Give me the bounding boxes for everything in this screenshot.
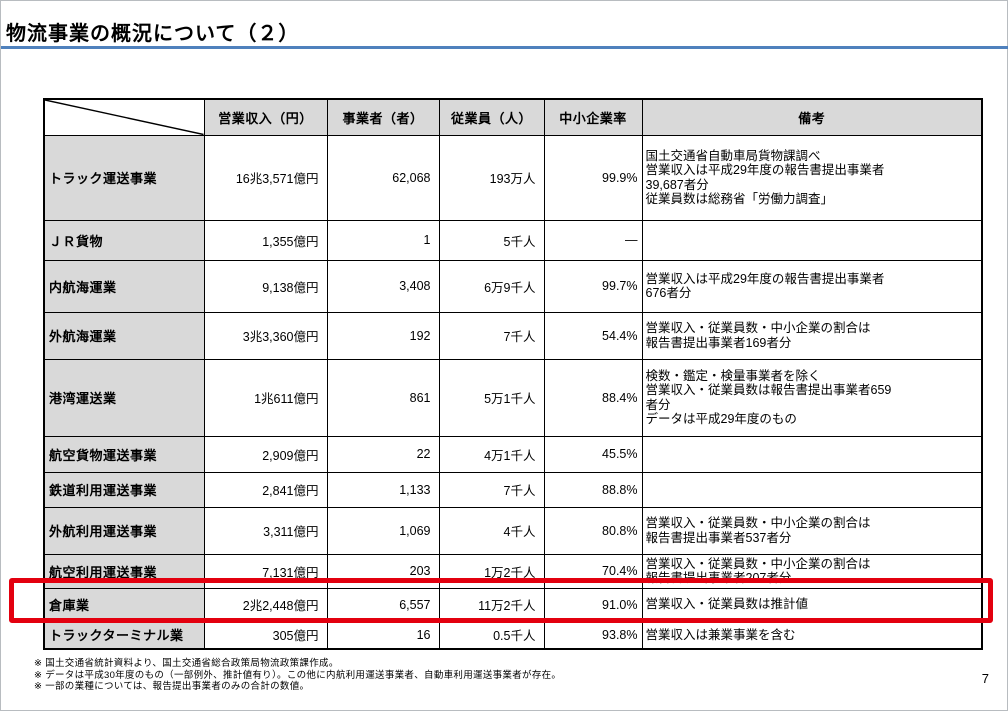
header-employees: 従業員（人） <box>438 98 545 136</box>
cell-remarks <box>641 435 983 473</box>
cell-business-name: 航空貨物運送事業 <box>43 435 205 473</box>
cell-sme-rate: 80.8% <box>543 506 643 555</box>
header-sme-rate: 中小企業率 <box>543 98 643 136</box>
table-row: 内航海運業 9,138億円 3,408 6万9千人 99.7% 営業収入は平成29年度の報… <box>43 259 983 313</box>
cell-business-name: 港湾運送業 <box>43 358 205 437</box>
cell-remarks: 営業収入は平成29年度の報告書提出事業者 676者分 <box>641 259 983 313</box>
cell-revenue: 1,355億円 <box>203 219 328 261</box>
table-row: 外航海運業 3兆3,360億円 192 7千人 54.4% 営業収入・従業員数・中小企業の… <box>43 311 983 360</box>
table-row-highlighted: 倉庫業 2兆2,448億円 6,557 11万2千人 91.0% 営業収入・従業員数は推計… <box>43 587 983 622</box>
cell-employees: 193万人 <box>438 134 545 221</box>
cell-revenue: 305億円 <box>203 620 328 650</box>
cell-remarks <box>641 219 983 261</box>
table-row: 外航利用運送事業 3,311億円 1,069 4千人 80.8% 営業収入・従業員数・中小… <box>43 506 983 555</box>
corner-cell <box>43 98 205 136</box>
table-row: 航空貨物運送事業 2,909億円 22 4万1千人 45.5% <box>43 435 983 473</box>
cell-operators: 861 <box>326 358 440 437</box>
cell-sme-rate: 88.8% <box>543 471 643 508</box>
table-row: ＪＲ貨物 1,355億円 1 5千人 — <box>43 219 983 261</box>
header-operators: 事業者（者） <box>326 98 440 136</box>
header-revenue: 営業収入（円） <box>203 98 328 136</box>
cell-revenue: 3,311億円 <box>203 506 328 555</box>
cell-remarks: 営業収入・従業員数は推計値 <box>641 587 983 622</box>
cell-business-name: トラック運送事業 <box>43 134 205 221</box>
cell-sme-rate: 99.7% <box>543 259 643 313</box>
cell-operators: 3,408 <box>326 259 440 313</box>
cell-revenue: 7,131億円 <box>203 553 328 589</box>
cell-business-name: トラックターミナル業 <box>43 620 205 650</box>
cell-operators: 22 <box>326 435 440 473</box>
footnote-3: ※ 一部の業種については、報告提出事業者のみの合計の数値。 <box>34 681 310 692</box>
cell-remarks <box>641 471 983 508</box>
cell-business-name: ＪＲ貨物 <box>43 219 205 261</box>
cell-sme-rate: 54.4% <box>543 311 643 360</box>
cell-business-name: 内航海運業 <box>43 259 205 313</box>
cell-revenue: 1兆611億円 <box>203 358 328 437</box>
cell-business-name: 航空利用運送事業 <box>43 553 205 589</box>
cell-employees: 6万9千人 <box>438 259 545 313</box>
cell-employees: 5千人 <box>438 219 545 261</box>
cell-revenue: 16兆3,571億円 <box>203 134 328 221</box>
cell-revenue: 2兆2,448億円 <box>203 587 328 622</box>
cell-employees: 5万1千人 <box>438 358 545 437</box>
table-row: 港湾運送業 1兆611億円 861 5万1千人 88.4% 検数・鑑定・検量事業者を除く … <box>43 358 983 437</box>
cell-operators: 16 <box>326 620 440 650</box>
cell-revenue: 2,841億円 <box>203 471 328 508</box>
cell-remarks: 営業収入は兼業事業を含む <box>641 620 983 650</box>
cell-employees: 11万2千人 <box>438 587 545 622</box>
cell-sme-rate: 88.4% <box>543 358 643 437</box>
cell-sme-rate: 91.0% <box>543 587 643 622</box>
cell-sme-rate: 99.9% <box>543 134 643 221</box>
cell-revenue: 2,909億円 <box>203 435 328 473</box>
page-number: 7 <box>981 671 989 686</box>
cell-operators: 6,557 <box>326 587 440 622</box>
diagonal-line-icon <box>45 100 203 134</box>
cell-operators: 62,068 <box>326 134 440 221</box>
table-row: トラック運送事業 16兆3,571億円 62,068 193万人 99.9% 国土交通省自… <box>43 134 983 221</box>
cell-remarks: 検数・鑑定・検量事業者を除く 営業収入・従業員数は報告書提出事業者659 者分 … <box>641 358 983 437</box>
cell-employees: 0.5千人 <box>438 620 545 650</box>
cell-operators: 1,069 <box>326 506 440 555</box>
cell-employees: 7千人 <box>438 311 545 360</box>
header-row: 営業収入（円） 事業者（者） 従業員（人） 中小企業率 備考 <box>43 98 983 136</box>
cell-sme-rate: 93.8% <box>543 620 643 650</box>
cell-remarks: 営業収入・従業員数・中小企業の割合は 報告書提出事業者169者分 <box>641 311 983 360</box>
cell-remarks: 営業収入・従業員数・中小企業の割合は 報告書提出事業者207者分 <box>641 553 983 589</box>
title-accent-rule <box>1 46 1008 49</box>
footnote-1: ※ 国土交通省統計資料より、国土交通省総合政策局物流政策課作成。 <box>34 658 339 669</box>
cell-business-name: 外航海運業 <box>43 311 205 360</box>
cell-revenue: 3兆3,360億円 <box>203 311 328 360</box>
cell-sme-rate: — <box>543 219 643 261</box>
header-remarks: 備考 <box>641 98 983 136</box>
table-row: 鉄道利用運送事業 2,841億円 1,133 7千人 88.8% <box>43 471 983 508</box>
footnotes: ※ 国土交通省統計資料より、国土交通省総合政策局物流政策課作成。 ※ データは平… <box>34 658 561 693</box>
cell-revenue: 9,138億円 <box>203 259 328 313</box>
cell-business-name: 外航利用運送事業 <box>43 506 205 555</box>
cell-sme-rate: 70.4% <box>543 553 643 589</box>
cell-operators: 1 <box>326 219 440 261</box>
cell-employees: 7千人 <box>438 471 545 508</box>
cell-employees: 4千人 <box>438 506 545 555</box>
cell-employees: 4万1千人 <box>438 435 545 473</box>
cell-operators: 192 <box>326 311 440 360</box>
table-row: トラックターミナル業 305億円 16 0.5千人 93.8% 営業収入は兼業事業を含む <box>43 620 983 650</box>
cell-remarks: 国土交通省自動車局貨物課調べ 営業収入は平成29年度の報告書提出事業者 39,6… <box>641 134 983 221</box>
cell-business-name: 倉庫業 <box>43 587 205 622</box>
cell-sme-rate: 45.5% <box>543 435 643 473</box>
cell-business-name: 鉄道利用運送事業 <box>43 471 205 508</box>
cell-operators: 1,133 <box>326 471 440 508</box>
cell-remarks: 営業収入・従業員数・中小企業の割合は 報告書提出事業者537者分 <box>641 506 983 555</box>
cell-employees: 1万2千人 <box>438 553 545 589</box>
page-title: 物流事業の概況について（２） <box>6 23 300 45</box>
footnote-2: ※ データは平成30年度のもの（一部例外、推計値有り）。この他に内航利用運送事業… <box>34 669 562 681</box>
logistics-overview-table: 営業収入（円） 事業者（者） 従業員（人） 中小企業率 備考 トラック運送事業 1… <box>43 98 983 650</box>
cell-operators: 203 <box>326 553 440 589</box>
table-row: 航空利用運送事業 7,131億円 203 1万2千人 70.4% 営業収入・従業員数・中小… <box>43 553 983 589</box>
